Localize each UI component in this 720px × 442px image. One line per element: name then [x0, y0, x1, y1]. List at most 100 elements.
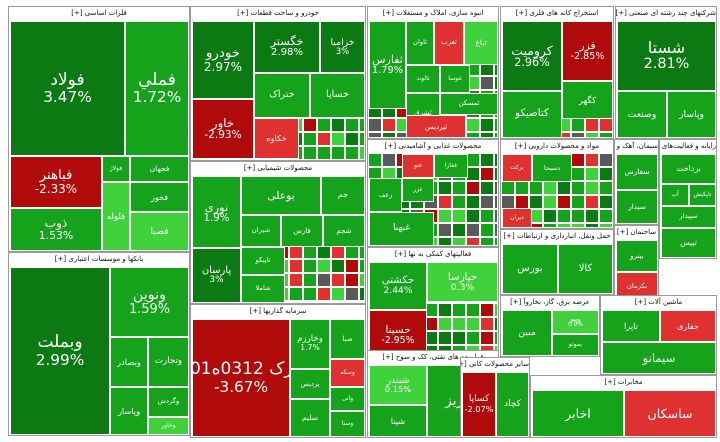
sector-mining[interactable]: استخراج کانه های فلزی [+] کرومیت 2.96% فزر -…: [500, 6, 614, 139]
sector-tech[interactable]: رایانه و فعالیت‌های [+] برداخت آپ سپیدار تپی…: [659, 139, 717, 259]
sector-telecom[interactable]: ساختمان [+] بپترو بکرمان: [614, 225, 659, 303]
stock-tile[interactable]: کساپا -2.07%: [462, 372, 496, 437]
sector-food[interactable]: محصولات غذایی و آشامیدنی [+] غنو غفارا غزر ز…: [367, 139, 499, 247]
stock-tile[interactable]: وپاسار: [667, 91, 716, 138]
stock-tile[interactable]: سیدار: [616, 190, 658, 224]
stock-tile[interactable]: شاملا: [241, 275, 285, 303]
sector-title[interactable]: ساختمان [+]: [615, 226, 658, 240]
stock-tile[interactable]: وپیو 0.9%: [552, 310, 599, 334]
stock-tile[interactable]: نوری 1.9%: [192, 176, 241, 248]
stock-tile[interactable]: غزر: [402, 178, 434, 202]
sector-holding[interactable]: شرکتهای چند رشته ای صنعتی [+] شستا 2.81% وص…: [615, 6, 717, 139]
stock-tile[interactable]: دیران: [502, 208, 532, 228]
sector-title[interactable]: حمل ونقل، انبارداری و ارتباطات [+]: [501, 230, 613, 244]
sector-title[interactable]: رایانه و فعالیت‌های [+]: [660, 140, 716, 154]
sector-auto[interactable]: خودرو و ساخت قطعات [+] خودرو 2.97% خگستر 2.9…: [190, 6, 366, 161]
sector-title[interactable]: فلزات اساسی [+]: [9, 7, 189, 21]
stock-tile[interactable]: سفارس: [616, 154, 658, 190]
stock-tile[interactable]: وصنعت: [617, 91, 667, 138]
sector-construction[interactable]: انبوه سازی، املاک و مستغلات [+] ثفارس 1.79…: [367, 6, 499, 139]
sector-title[interactable]: خودرو و ساخت قطعات [+]: [191, 7, 365, 21]
stock-tile[interactable]: فولاد 3.47%: [10, 21, 125, 156]
stock-tile[interactable]: کالا: [558, 244, 613, 294]
stock-tile[interactable]: پردیس: [290, 369, 330, 399]
stock-tile[interactable]: سیمانو: [602, 342, 716, 374]
stock-tile[interactable]: شستا 2.81%: [617, 21, 716, 91]
sector-metals[interactable]: فلزات اساسی [+] فولاد 3.47% فملي 1.72% فباهنر…: [8, 6, 190, 252]
sector-title[interactable]: مخابرات [+]: [531, 376, 716, 390]
stock-tile[interactable]: سرک 0312ه01ب-3.67%: [192, 319, 290, 437]
sector-title[interactable]: محصولات غذایی و آشامیدنی [+]: [368, 140, 498, 154]
stock-tile[interactable]: وتجارت: [148, 337, 189, 387]
stock-tile[interactable]: وگردش: [148, 387, 189, 417]
stock-tile[interactable]: وسنا: [330, 411, 365, 437]
sector-title[interactable]: سایر محصولات کانی [+]: [461, 358, 529, 372]
stock-tile[interactable]: خودرو 2.97%: [192, 21, 254, 99]
stock-tile[interactable]: وسکه: [330, 359, 365, 387]
stock-tile[interactable]: فملي 1.72%: [125, 21, 189, 156]
stock-tile[interactable]: زعف: [369, 178, 402, 212]
stock-tile[interactable]: ساسکان: [624, 390, 716, 437]
stock-tile[interactable]: فصبا: [130, 212, 189, 251]
sector-pharma[interactable]: مواد و محصولات دارویی [+] برکت دیران دسبحا: [500, 139, 614, 229]
sector-retail[interactable]: حمل ونقل، انبارداری و ارتباطات [+] بورس کا…: [500, 229, 614, 295]
stock-tile[interactable]: ثمسکن: [440, 93, 498, 115]
stock-tile[interactable]: خساپا: [310, 73, 365, 118]
stock-tile[interactable]: بموتو: [552, 334, 599, 356]
stock-tile[interactable]: خگستر 2.98%: [254, 21, 320, 73]
stock-tile[interactable]: ثفارس 1.79%: [369, 21, 406, 109]
stock-tile[interactable]: وخارزم 1.7%: [290, 319, 330, 369]
sector-banks[interactable]: بانکها و موسسات اعتباری [+] وبملت 2.99% ونو…: [8, 252, 190, 436]
stock-tile[interactable]: بورس: [502, 244, 558, 294]
stock-tile[interactable]: تپیس: [661, 228, 716, 258]
stock-tile[interactable]: شپنا: [369, 405, 427, 437]
sector-title[interactable]: بانکها و موسسات اعتباری [+]: [9, 253, 189, 267]
stock-tile[interactable]: برداخت: [661, 154, 716, 184]
stock-tile[interactable]: ثتوسا: [440, 65, 470, 93]
sector-title[interactable]: انبوه سازی، املاک و مستغلات [+]: [368, 7, 498, 21]
sector-title[interactable]: سیمان، آهک و گچ [+]: [615, 140, 658, 154]
stock-tile[interactable]: سلیم: [290, 399, 330, 437]
stock-tile[interactable]: خاور -2.93%: [192, 99, 254, 159]
stock-tile[interactable]: فولاژ: [102, 156, 130, 182]
sector-power[interactable]: عرضه برق، گاز، بخاروآ [+] مبین وپیو 0.9% بمو…: [500, 295, 600, 357]
stock-tile[interactable]: غفارا: [434, 154, 468, 178]
sector-small[interactable]: مخابرات [+] اخابر ساسکان: [530, 375, 717, 438]
stock-tile[interactable]: سپیدار: [661, 206, 716, 228]
stock-tile[interactable]: فخوز: [130, 182, 189, 212]
stock-tile[interactable]: تاپرا: [602, 310, 660, 342]
stock-tile[interactable]: آپ: [661, 184, 689, 206]
stock-tile[interactable]: غبهنا: [369, 212, 434, 246]
stock-tile[interactable]: ثباغ: [464, 21, 498, 65]
stock-tile[interactable]: خکاوه: [254, 118, 299, 159]
sector-title[interactable]: مواد و محصولات دارویی [+]: [501, 140, 613, 154]
stock-tile[interactable]: کرومیت 2.96%: [502, 21, 562, 91]
stock-tile[interactable]: تاپیکو: [241, 247, 285, 275]
stock-tile[interactable]: تاپکیش: [689, 184, 716, 206]
sector-title[interactable]: استخراج کانه های فلزی [+]: [501, 7, 613, 21]
sector-title[interactable]: ماشین آلات [+]: [601, 296, 716, 310]
stock-tile[interactable]: کچاد: [496, 372, 529, 437]
sector-title[interactable]: عرضه برق، گاز، بخاروآ [+]: [501, 296, 599, 310]
sector-mineral[interactable]: سایر محصولات کانی [+] کساپا -2.07% کچاد: [460, 357, 530, 438]
stock-tile[interactable]: اخابر: [532, 390, 624, 437]
stock-tile[interactable]: حکشتی 2.44%: [369, 262, 427, 310]
stock-tile[interactable]: کتاصیکو: [502, 91, 562, 138]
stock-tile[interactable]: کگهر: [562, 81, 613, 119]
stock-tile[interactable]: فزر -2.85%: [562, 21, 613, 81]
stock-tile[interactable]: فارس: [281, 215, 323, 247]
stock-tile[interactable]: وخاور: [148, 417, 189, 435]
stock-tile[interactable]: شبندر 0.15%: [369, 365, 427, 405]
stock-tile[interactable]: شیران: [241, 215, 281, 247]
stock-tile[interactable]: پارسان 3%: [192, 248, 241, 303]
stock-tile[interactable]: وپاسار: [110, 387, 148, 435]
sector-hotel[interactable]: ماشین آلات [+] تاپرا حفاری سیمانو: [600, 295, 717, 375]
stock-tile[interactable]: مبین: [502, 310, 552, 356]
stock-tile[interactable]: ذوب 1.53%: [10, 208, 102, 251]
stock-tile[interactable]: ونوین 1.59%: [110, 267, 189, 337]
stock-tile[interactable]: وبملت 2.99%: [10, 267, 110, 435]
sector-refinery[interactable]: سیمان، آهک و گچ [+] سفارس سیدار: [614, 139, 659, 225]
stock-tile[interactable]: وبصادر: [110, 337, 148, 387]
sector-title[interactable]: سرمایه گذاریها [+]: [191, 305, 365, 319]
stock-tile[interactable]: جم: [321, 176, 365, 215]
